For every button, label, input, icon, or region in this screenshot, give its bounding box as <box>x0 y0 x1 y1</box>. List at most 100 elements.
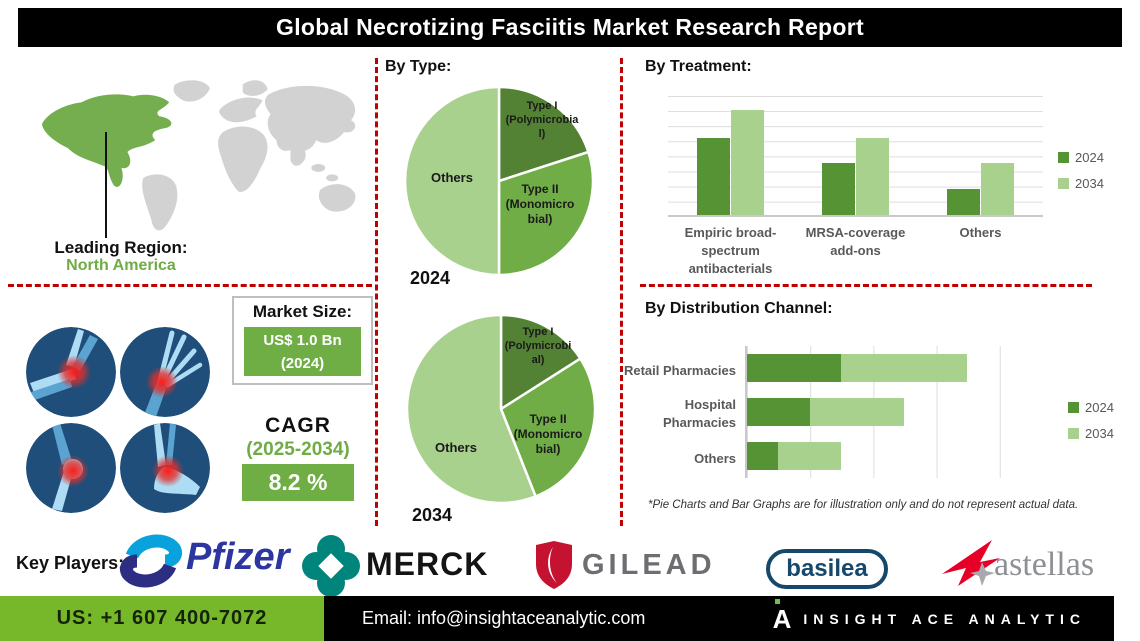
map-africa <box>218 126 268 192</box>
distribution-segment-2034 <box>809 398 904 426</box>
leading-region-heading: Leading Region: <box>54 238 188 257</box>
key-player-astellas: astellas <box>994 546 1095 583</box>
dist-category-retail: Retail Pharmacies <box>623 363 736 378</box>
pie-chart-2024: Type I (Polymicrobia l) Type II (Monomic… <box>402 84 596 278</box>
key-players-label: Key Players: <box>16 553 125 573</box>
treatment-bar-group <box>918 96 1043 215</box>
market-size-value: US$ 1.0 Bn (2024) <box>244 327 361 376</box>
distribution-bar-row <box>747 398 1061 426</box>
distribution-legend: 2024 2034 <box>1068 400 1114 441</box>
dist-category-others: Others <box>694 451 736 466</box>
by-type-heading: By Type: <box>385 58 452 75</box>
pie-2034-label-type1: Type I (Polymicrobi al) <box>504 326 572 366</box>
key-player-gilead: GILEAD <box>582 549 716 581</box>
distribution-bar-row <box>747 354 1061 382</box>
map-india <box>290 145 306 166</box>
distribution-segment-2024 <box>747 442 779 470</box>
pie-2034-year: 2034 <box>412 505 453 525</box>
map-europe <box>219 97 263 123</box>
dist-category-hospital: Hospital Pharmacies <box>663 397 736 431</box>
xray-elbow-image <box>26 327 116 417</box>
legend-swatch-2024 <box>1058 152 1069 163</box>
treatment-category-2: MRSA-coverage add-ons <box>805 225 906 259</box>
pie-2024-label-type2: Type II (Monomicro bial) <box>505 182 575 226</box>
map-scandinavia <box>242 80 268 96</box>
disclaimer-footnote: *Pie Charts and Bar Graphs are for illus… <box>648 499 1079 511</box>
xray-hand-image <box>120 327 210 417</box>
key-player-basilea: basilea <box>766 549 888 589</box>
footer-bar: Email: info@insightaceanalytic.com A INS… <box>324 596 1114 641</box>
treatment-bar-chart <box>668 96 1043 217</box>
world-map <box>26 70 364 240</box>
pie-slice <box>497 150 595 277</box>
market-size-card: Market Size: US$ 1.0 Bn (2024) <box>232 296 373 385</box>
distribution-segment-2034 <box>778 442 842 470</box>
distribution-segment-2034 <box>841 354 967 382</box>
map-australia <box>318 184 356 212</box>
key-player-merck: MERCK <box>366 546 489 582</box>
map-south-america <box>142 174 178 231</box>
pie-chart-2034: Type I (Polymicrobi al) Type II (Monomic… <box>404 312 598 506</box>
map-greenland <box>173 80 210 102</box>
treatment-category-3: Others <box>959 225 1002 240</box>
legend-swatch-2034 <box>1058 178 1069 189</box>
legend-swatch-2024 <box>1068 402 1079 413</box>
treatment-bar-2024 <box>947 188 980 215</box>
treatment-bar-group <box>793 96 918 215</box>
pie-2024-label-others: Others <box>431 170 473 185</box>
insight-ace-logo-icon: A <box>773 598 791 632</box>
astellas-logo-icon <box>938 536 1002 590</box>
treatment-categories: Empiric broad-spectrum antibacterials MR… <box>668 224 1043 279</box>
treatment-bar-2034 <box>856 137 889 215</box>
cagr-heading: CAGR <box>265 414 331 437</box>
map-asia <box>264 85 356 151</box>
page-title: Global Necrotizing Fasciitis Market Rese… <box>18 8 1122 47</box>
pie-2024-label-type1: Type I (Polymicrobia l) <box>505 100 579 140</box>
treatment-bar-2024 <box>697 137 730 215</box>
pie-2034-label-others: Others <box>435 440 477 455</box>
treatment-legend: 2024 2034 <box>1058 150 1104 191</box>
by-distribution-heading: By Distribution Channel: <box>645 300 833 317</box>
pie-2034-label-type2: Type II (Monomicro bial) <box>513 412 583 456</box>
divider-middle-right <box>620 58 623 526</box>
legend-2034: 2034 <box>1068 426 1114 441</box>
distribution-segment-2024 <box>747 354 842 382</box>
pie-slice <box>499 357 597 498</box>
treatment-bar-2034 <box>981 162 1014 215</box>
distribution-segment-2024 <box>747 398 810 426</box>
leading-region-value: North America <box>66 257 176 274</box>
treatment-bar-group <box>668 96 793 215</box>
pie-2024-year: 2024 <box>410 268 451 288</box>
map-pointer-line <box>105 132 107 238</box>
distribution-bar-chart <box>745 346 1061 478</box>
right-divider-dashed <box>640 284 1092 287</box>
insight-ace-brand-text: INSIGHT ACE ANALYTIC <box>803 610 1086 627</box>
legend-2034: 2034 <box>1058 176 1104 191</box>
legend-2024: 2024 <box>1068 400 1114 415</box>
left-divider-dashed <box>8 284 372 287</box>
xray-knee-image <box>26 423 116 513</box>
insight-ace-brand: A INSIGHT ACE ANALYTIC <box>773 596 1086 641</box>
pfizer-logo-icon <box>118 530 184 592</box>
pie-slice <box>403 85 501 277</box>
treatment-bar-2034 <box>731 110 764 215</box>
distribution-bar-row <box>747 442 1061 470</box>
divider-left-middle <box>375 58 378 526</box>
market-size-heading: Market Size: <box>252 302 353 321</box>
pie-slice <box>405 313 537 505</box>
key-player-pfizer: Pfizer <box>186 536 290 578</box>
footer-phone: US: +1 607 400-7072 <box>0 596 324 641</box>
gilead-logo-icon <box>534 540 574 590</box>
cagr-value: 8.2 % <box>242 464 354 501</box>
legend-swatch-2034 <box>1068 428 1079 439</box>
merck-logo-icon <box>302 534 360 598</box>
treatment-bar-2024 <box>822 162 855 215</box>
footer-email: Email: info@insightaceanalytic.com <box>362 608 646 628</box>
xray-foot-image <box>120 423 210 513</box>
legend-2024: 2024 <box>1058 150 1104 165</box>
pie-slice <box>499 313 582 411</box>
by-treatment-heading: By Treatment: <box>645 58 752 75</box>
treatment-category-1: Empiric broad-spectrum antibacterials <box>684 225 777 277</box>
cagr-period: (2025-2034) <box>246 439 350 460</box>
